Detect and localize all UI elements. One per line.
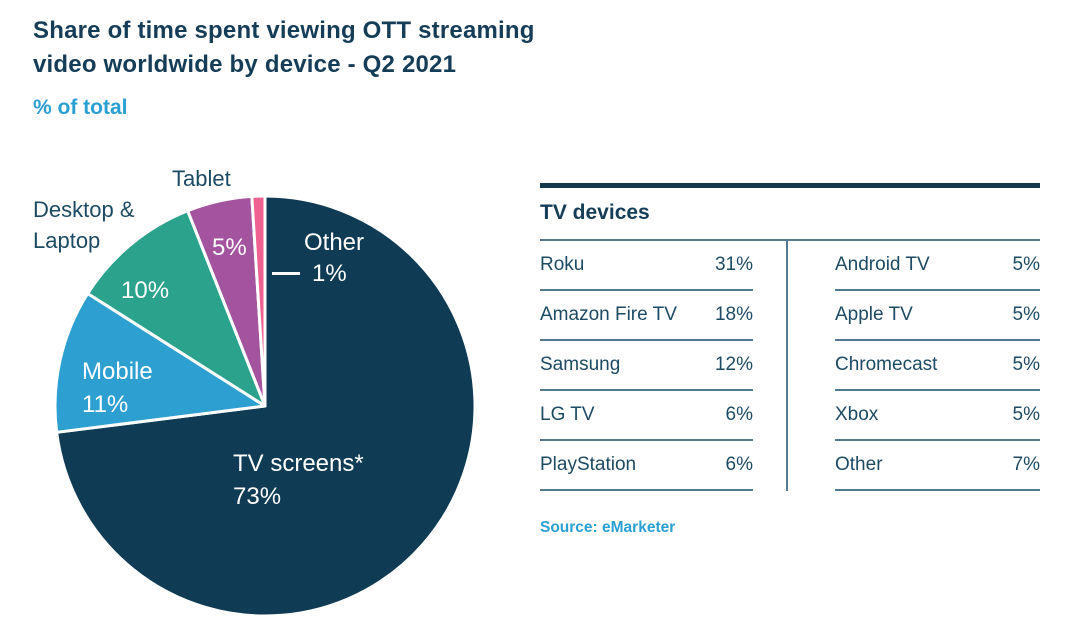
device-value: 31% — [714, 254, 753, 275]
device-label: Samsung — [540, 354, 621, 375]
device-value: 18% — [714, 304, 753, 325]
pie-value-mobile: 11% — [82, 391, 129, 418]
device-value: 5% — [1012, 354, 1040, 375]
table-column-right: Android TV 5% Apple TV 5% Chromecast 5% Xbox 5%… — [788, 241, 1040, 491]
pie-label-other-name: Other — [304, 229, 365, 256]
device-value: 7% — [1012, 454, 1040, 475]
table-column-left: Roku 31% Amazon Fire TV 18% Samsung 12% LG TV 6… — [540, 241, 788, 491]
device-label: Roku — [540, 254, 585, 275]
table-row: Android TV 5% — [835, 241, 1040, 291]
pie-slice-other — [250, 194, 267, 408]
device-label: Other — [835, 454, 883, 475]
table-title: TV devices — [540, 201, 650, 224]
chart-subtitle: % of total — [33, 96, 128, 119]
table-row: LG TV 6% — [540, 391, 753, 441]
device-label: Amazon Fire TV — [540, 304, 677, 325]
device-label: Chromecast — [835, 354, 938, 375]
device-value: 6% — [725, 454, 753, 475]
pie-label-mobile-name: Mobile — [82, 358, 153, 385]
pie-label-mobile: Mobile 11% — [82, 355, 153, 421]
table-row: Other 7% — [835, 441, 1040, 491]
device-label: PlayStation — [540, 454, 637, 475]
pie-value-other: 1% — [312, 259, 347, 287]
pie-label-tv-name: TV screens* — [233, 450, 364, 477]
device-value: 12% — [714, 354, 753, 375]
table-row: Apple TV 5% — [835, 291, 1040, 341]
device-value: 5% — [1012, 254, 1040, 275]
table-top-bar — [540, 183, 1040, 188]
table-grid: Roku 31% Amazon Fire TV 18% Samsung 12% LG TV 6… — [540, 239, 1040, 491]
table-row: Chromecast 5% — [835, 341, 1040, 391]
table-row: Roku 31% — [540, 241, 753, 291]
pie-label-tv-screens: TV screens* 73% — [233, 447, 364, 513]
device-value: 5% — [1012, 404, 1040, 425]
device-value: 6% — [725, 404, 753, 425]
callout-line — [272, 271, 300, 275]
source-note: Source: eMarketer — [540, 519, 676, 536]
table-row: PlayStation 6% — [540, 441, 753, 491]
device-value: 5% — [1012, 304, 1040, 325]
table-row: Xbox 5% — [835, 391, 1040, 441]
device-label: Xbox — [835, 404, 879, 425]
device-label: Android TV — [835, 254, 930, 275]
tv-devices-table: TV devices Roku 31% Amazon Fire TV 18% Samsu… — [540, 183, 1040, 537]
pie-slice-mobile — [53, 291, 267, 434]
pie-label-tablet: Tablet — [172, 166, 231, 191]
pie-label-other: Other 1% — [272, 228, 364, 288]
pie-label-desktop-laptop: Desktop & Laptop — [33, 197, 135, 253]
chart-title: Share of time spent viewing OTT streamin… — [33, 14, 535, 82]
chart-title-line1: Share of time spent viewing OTT streamin… — [33, 17, 535, 44]
pie-chart — [53, 194, 477, 618]
device-label: LG TV — [540, 404, 595, 425]
pie-slice-desktop-laptop — [86, 209, 267, 408]
device-label: Apple TV — [835, 304, 913, 325]
pie-value-desktop-laptop: 10% — [121, 277, 170, 304]
pie-label-other-value-row: 1% — [272, 258, 364, 288]
pie-value-tablet: 5% — [212, 234, 247, 261]
pie-value-tv: 73% — [233, 483, 282, 510]
table-row: Amazon Fire TV 18% — [540, 291, 753, 341]
table-row: Samsung 12% — [540, 341, 753, 391]
chart-title-line2: video worldwide by device - Q2 2021 — [33, 51, 457, 78]
